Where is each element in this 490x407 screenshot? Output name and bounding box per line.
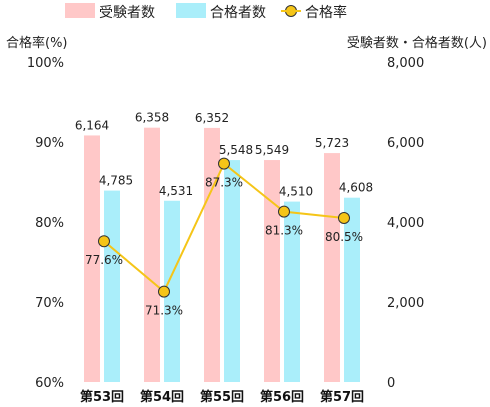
- passers-value-labels: 4,785 4,531 5,548 4,510 4,608: [99, 143, 373, 199]
- left-tick-label: 60%: [35, 376, 64, 391]
- left-tick-label: 90%: [35, 136, 64, 151]
- legend: 受験者数 合格者数 合格率: [65, 3, 347, 21]
- applicants-bar: [144, 127, 160, 383]
- category-label: 第53回: [80, 389, 124, 405]
- applicants-bars: [84, 127, 340, 383]
- applicants-bar: [204, 127, 220, 382]
- left-tick-label: 80%: [35, 216, 64, 231]
- applicants-value-labels: 6,164 6,358 6,352 5,549 5,723: [75, 111, 349, 157]
- right-tick-label: 6,000: [387, 136, 424, 151]
- left-tick-label: 100%: [27, 56, 64, 71]
- right-axis-ticks: 0 2,000 4,000 6,000 8,000: [387, 56, 424, 391]
- pass-rate-point: [278, 205, 290, 218]
- passers-value-label: 4,510: [279, 185, 313, 199]
- legend-label-passers: 合格者数: [210, 5, 266, 21]
- pass-rate-label: 87.3%: [205, 176, 243, 190]
- category-label: 第55回: [200, 389, 244, 405]
- passers-value-label: 4,785: [99, 174, 133, 188]
- left-axis-title: 合格率(%): [6, 35, 68, 51]
- right-tick-label: 4,000: [387, 216, 424, 231]
- pass-rate-point: [338, 212, 350, 224]
- pass-rate-label: 81.3%: [265, 224, 303, 238]
- category-label: 第56回: [260, 389, 304, 405]
- category-label: 第54回: [140, 389, 184, 405]
- x-axis-labels: 第53回 第54回 第55回 第56回 第57回: [80, 389, 364, 405]
- left-tick-label: 70%: [35, 296, 64, 311]
- pass-rate-point: [218, 157, 230, 170]
- right-axis-title: 受験者数・合格者数(人): [347, 35, 487, 51]
- passers-bar: [344, 197, 360, 382]
- legend-swatch-applicants: [65, 3, 95, 18]
- applicants-value-label: 6,358: [135, 111, 169, 125]
- pass-rate-point: [98, 235, 110, 248]
- passers-value-label: 5,548: [219, 143, 253, 157]
- right-tick-label: 0: [387, 376, 395, 391]
- passers-value-label: 4,608: [339, 181, 373, 195]
- passers-value-label: 4,531: [159, 184, 193, 198]
- applicants-bar: [264, 160, 280, 382]
- applicants-bar: [84, 135, 100, 382]
- passers-bar: [224, 160, 240, 382]
- applicants-value-label: 5,723: [315, 136, 349, 150]
- applicants-value-label: 5,549: [255, 143, 289, 157]
- pass-rate-point: [158, 285, 170, 298]
- passers-bar: [164, 200, 180, 382]
- applicants-value-label: 6,164: [75, 118, 109, 132]
- applicants-bar: [324, 153, 340, 382]
- right-tick-label: 8,000: [387, 56, 424, 71]
- pass-rate-label: 80.5%: [325, 230, 363, 244]
- legend-label-applicants: 受験者数: [99, 5, 155, 21]
- passers-bar: [284, 201, 300, 382]
- passers-bar: [104, 190, 120, 382]
- passers-bars: [104, 160, 360, 382]
- pass-rate-label: 71.3%: [145, 304, 183, 318]
- pass-rate-labels: 77.6% 71.3% 87.3% 81.3% 80.5%: [85, 176, 363, 318]
- applicants-value-label: 6,352: [195, 111, 229, 125]
- pass-rate-points: [98, 157, 350, 298]
- category-label: 第57回: [320, 389, 364, 405]
- legend-label-pass-rate: 合格率: [305, 4, 347, 21]
- legend-swatch-passers: [176, 3, 206, 18]
- left-axis-ticks: 60% 70% 80% 90% 100%: [27, 56, 64, 391]
- right-tick-label: 2,000: [387, 296, 424, 311]
- pass-rate-label: 77.6%: [85, 253, 123, 267]
